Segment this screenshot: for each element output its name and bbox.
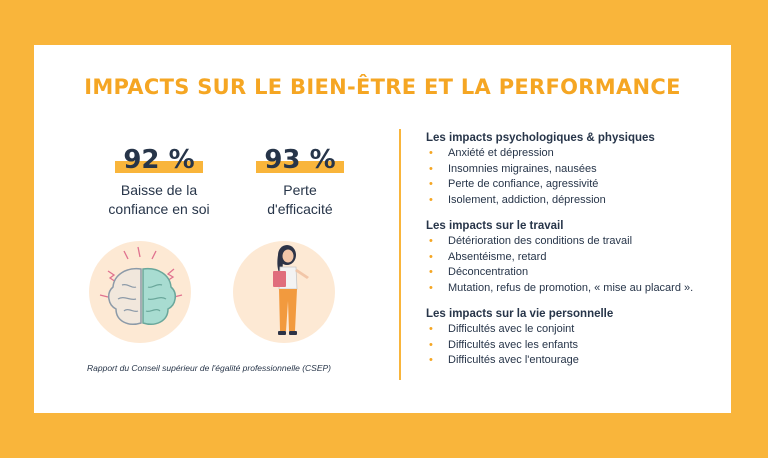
- stat-value: 92 %: [123, 145, 195, 175]
- list-item: Difficultés avec les enfants: [426, 338, 726, 354]
- stat-label: Perte d'efficacité: [267, 182, 333, 217]
- list-item: Déconcentration: [426, 265, 726, 281]
- list-item: Isolement, addiction, dépression: [426, 193, 726, 209]
- section-title: Les impacts sur la vie personnelle: [426, 308, 614, 320]
- source-caption: Rapport du Conseil supérieur de l'égalit…: [87, 363, 332, 373]
- stat-efficiency: 93 % Perte d'efficacité: [235, 145, 365, 219]
- section-psychological: Les impacts psychologiques & physiques A…: [426, 132, 726, 208]
- woman-with-folder-icon: [273, 245, 309, 335]
- section-title: Les impacts sur le travail: [426, 220, 564, 232]
- list-item: Perte de confiance, agressivité: [426, 177, 726, 193]
- list-item: Mutation, refus de promotion, « mise au …: [426, 281, 726, 297]
- list-item: Insomnies migraines, nausées: [426, 162, 726, 178]
- list-item: Difficultés avec l'entourage: [426, 353, 726, 369]
- stat-label: Baisse de la confiance en soi: [108, 182, 210, 217]
- section-work: Les impacts sur le travail Détérioration…: [426, 220, 726, 296]
- list-item: Anxiété et dépression: [426, 146, 726, 162]
- vertical-divider: [399, 129, 401, 380]
- brain-icon: [99, 246, 183, 325]
- list-item: Difficultés avec le conjoint: [426, 322, 726, 338]
- stat-confidence: 92 % Baisse de la confiance en soi: [94, 145, 224, 219]
- highlight-bar: [256, 161, 344, 173]
- highlight-bar: [115, 161, 203, 173]
- list-item: Absentéisme, retard: [426, 250, 726, 266]
- infographic-card: IMPACTS SUR LE BIEN-ÊTRE ET LA PERFORMAN…: [34, 45, 731, 413]
- section-title: Les impacts psychologiques & physiques: [426, 132, 655, 144]
- stat-value: 93 %: [264, 145, 336, 175]
- section-personal-life: Les impacts sur la vie personnelle Diffi…: [426, 308, 726, 369]
- list-item: Détérioration des conditions de travail: [426, 234, 726, 250]
- page-title: IMPACTS SUR LE BIEN-ÊTRE ET LA PERFORMAN…: [84, 75, 681, 99]
- impacts-list: Les impacts psychologiques & physiques A…: [426, 132, 726, 381]
